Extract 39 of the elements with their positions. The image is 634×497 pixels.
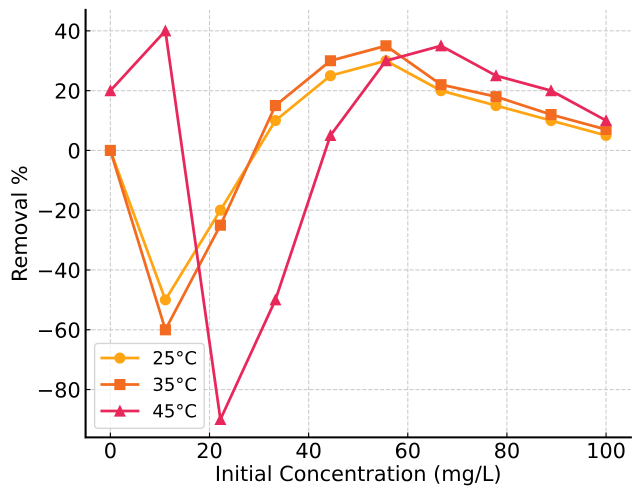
point	[490, 70, 502, 82]
y-tick-label: −60	[38, 322, 80, 338]
x-axis-title: Initial Concentration (mg/L)	[216, 465, 500, 486]
y-axis-title: Removal %	[11, 166, 28, 280]
point	[270, 114, 281, 126]
point	[270, 294, 281, 306]
point	[545, 85, 557, 96]
legend-label: 25°C	[154, 350, 196, 365]
point	[324, 130, 336, 142]
point	[160, 294, 171, 306]
legend-label: 35°C	[154, 377, 196, 392]
point	[160, 25, 171, 36]
point	[214, 204, 226, 216]
point	[545, 108, 557, 120]
y-tick-label: 0	[68, 142, 80, 159]
y-tick-label: −20	[38, 202, 80, 218]
y-tick-label: −40	[38, 262, 80, 278]
y-tick-label: −80	[38, 382, 80, 398]
point	[214, 220, 226, 231]
x-tick-label: 80	[495, 442, 519, 458]
point	[380, 40, 392, 52]
point	[270, 100, 281, 112]
legend-label: 45°C	[153, 404, 196, 418]
x-tick-label: 0	[105, 442, 116, 458]
point	[435, 79, 447, 90]
y-tick-label: 40	[55, 23, 80, 40]
y-tick-label: 20	[56, 83, 80, 99]
point	[324, 55, 336, 66]
point	[214, 414, 226, 425]
point	[324, 70, 336, 82]
x-tick-label: 40	[296, 442, 321, 458]
point	[490, 91, 502, 102]
x-tick-label: 100	[588, 442, 625, 458]
point	[160, 324, 171, 336]
point	[600, 114, 612, 126]
point	[435, 40, 447, 52]
point	[104, 85, 116, 96]
x-tick-label: 60	[396, 442, 420, 458]
x-tick-label: 20	[198, 442, 222, 458]
